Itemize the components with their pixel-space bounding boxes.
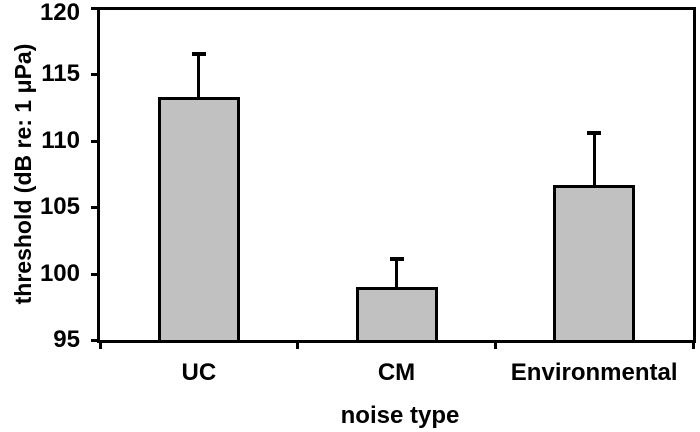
error-bar-stem — [592, 132, 596, 185]
error-bar-cap — [587, 130, 602, 135]
y-axis-tick-label: 105 — [39, 193, 80, 221]
y-axis-tick — [91, 272, 100, 276]
error-bar-stem — [395, 258, 398, 287]
bar-environmental — [553, 184, 636, 343]
x-axis-tick — [98, 343, 102, 349]
x-axis-tick — [493, 343, 497, 349]
bar-cm — [355, 286, 438, 343]
y-axis-tick-label: 95 — [53, 326, 80, 353]
y-axis-tick — [91, 73, 100, 77]
error-bar-cap — [389, 256, 404, 261]
y-axis-tick-label: 120 — [39, 0, 80, 26]
x-axis-category-label: Environmental — [510, 359, 678, 386]
y-axis-tick-label: 110 — [41, 126, 80, 154]
bar-uc — [157, 96, 240, 343]
x-axis-title: noise type — [340, 402, 460, 429]
y-axis-tick — [91, 339, 100, 342]
x-axis-category-label: UC — [181, 359, 217, 386]
x-axis-category-label: CM — [377, 359, 416, 386]
y-axis-tick — [91, 7, 100, 10]
x-axis-tick — [691, 343, 695, 349]
y-axis-tick — [91, 206, 100, 210]
y-axis-tick-label: 115 — [41, 60, 80, 88]
y-axis-tick — [91, 139, 100, 143]
error-bar-cap — [191, 52, 206, 57]
x-axis-tick — [296, 343, 300, 349]
y-axis-tick-label: 100 — [39, 259, 80, 287]
error-bar-stem — [197, 54, 201, 97]
